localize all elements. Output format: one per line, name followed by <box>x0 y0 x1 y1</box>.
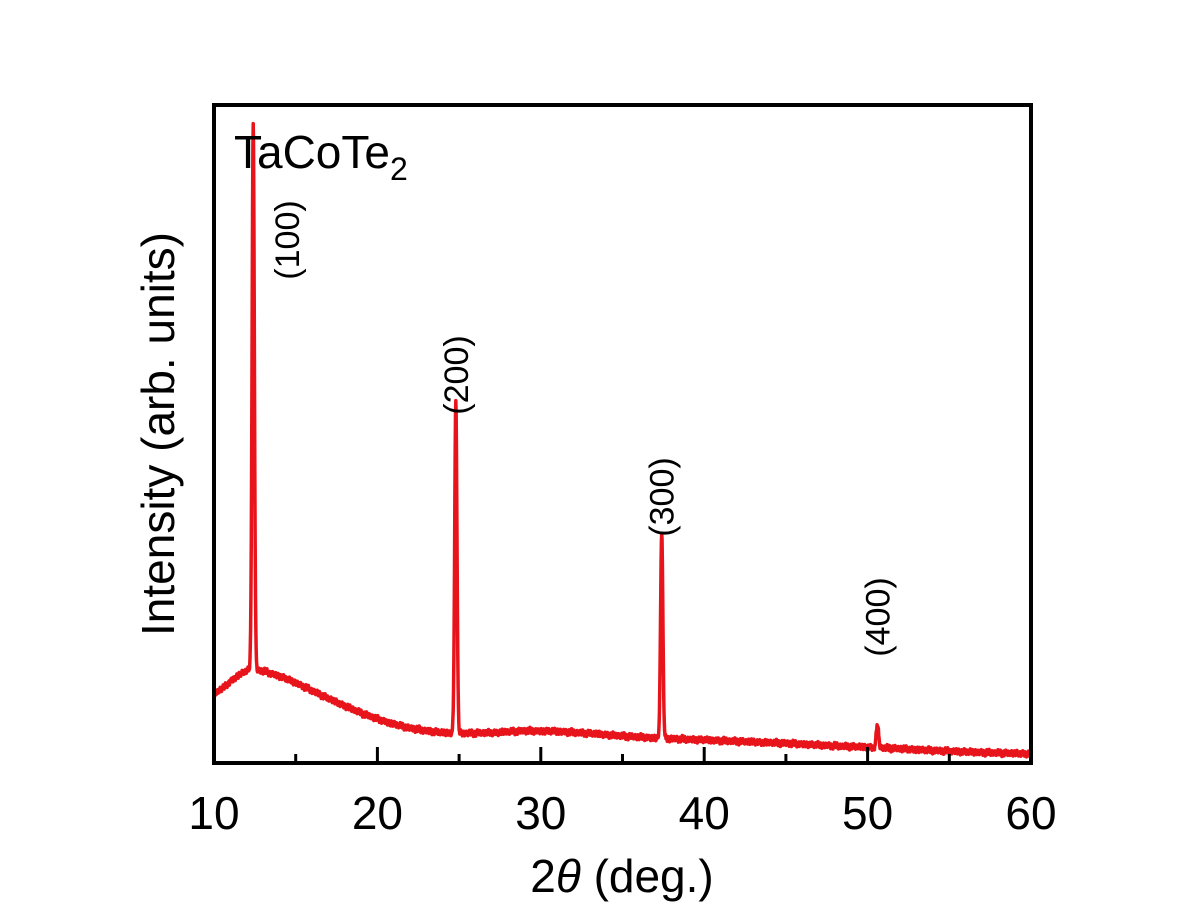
series-layer <box>212 121 1033 759</box>
x-tick-label: 60 <box>1005 787 1056 839</box>
x-axis-title-suffix: (deg.) <box>581 850 714 902</box>
x-axis-title-prefix: 2 <box>530 850 556 902</box>
x-tick-label: 30 <box>515 787 566 839</box>
sample-label: TaCoTe2 <box>234 126 408 187</box>
peak-labels: (100) (200) (300) (400) <box>269 200 897 656</box>
xrd-series-line <box>212 121 1033 759</box>
x-tick-label: 10 <box>188 787 239 839</box>
x-tick-label: 20 <box>352 787 403 839</box>
x-axis-title: 2θ (deg.) <box>530 850 714 902</box>
peak-label: (200) <box>438 335 476 414</box>
x-tick-label: 40 <box>679 787 730 839</box>
sample-label-main: TaCoTe <box>234 126 390 178</box>
peak-label: (400) <box>859 577 897 656</box>
x-tick-label: 50 <box>842 787 893 839</box>
y-axis-title: Intensity (arb. units) <box>132 232 184 636</box>
peak-label: (300) <box>644 457 682 536</box>
x-ticks: 10 20 30 40 50 60 <box>188 747 1057 839</box>
sample-label-subscript: 2 <box>390 151 408 187</box>
plot-area <box>214 105 1031 763</box>
peak-label: (100) <box>269 200 307 279</box>
x-axis-title-symbol: θ <box>556 850 581 902</box>
plot-frame <box>212 103 1033 765</box>
